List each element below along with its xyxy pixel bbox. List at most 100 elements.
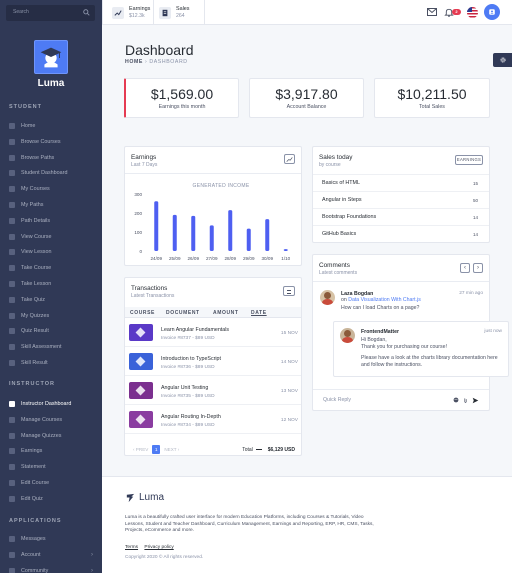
terms-link[interactable]: Terms (125, 545, 139, 550)
course-link[interactable]: Data Visualization With Chart.js (348, 297, 421, 303)
column-course[interactable]: COURSE (130, 310, 155, 316)
sidebar-item-label: Skill Result (21, 360, 48, 366)
list-item[interactable]: Bootstrap Foundations 14 (313, 208, 489, 225)
nav-item-icon (9, 170, 15, 177)
course-title[interactable]: Introduction to TypeScript (161, 356, 221, 362)
search-icon[interactable] (83, 9, 90, 16)
breadcrumb-home[interactable]: HOME (125, 59, 143, 65)
footer-description: Luma is a beautifully crafted user inter… (125, 515, 374, 534)
emoji-icon[interactable] (453, 397, 459, 403)
sidebar-item[interactable]: Path Details (9, 215, 97, 227)
chart-bar (191, 215, 196, 251)
comment-author[interactable]: FrontendMatter (361, 329, 400, 335)
kpi-account-balance: $3,917.80 Account Balance (249, 78, 364, 118)
earnings-button[interactable]: EARNINGS (455, 155, 483, 165)
sidebar-item[interactable]: Take Quiz (9, 294, 97, 306)
sidebar-item[interactable]: Community › (9, 565, 97, 573)
sidebar-item[interactable]: Take Course (9, 262, 97, 274)
sidebar-item[interactable]: Instructor Dashboard (9, 398, 97, 410)
avatar[interactable] (320, 290, 335, 305)
sidebar-item[interactable]: View Lesson (9, 246, 97, 258)
column-amount[interactable]: AMOUNT (213, 310, 239, 316)
sidebar-item[interactable]: View Course (9, 231, 97, 243)
menu-button[interactable] (283, 286, 295, 296)
mail-icon[interactable] (427, 8, 437, 17)
next-comment-button[interactable]: › (473, 263, 483, 273)
footer-brand[interactable]: Luma (125, 492, 164, 503)
settings-button[interactable] (493, 53, 512, 67)
chart-options-button[interactable] (284, 154, 295, 164)
table-row[interactable]: Introduction to TypeScript Invoice #8736 … (125, 347, 301, 376)
sidebar-item[interactable]: Quiz Result (9, 325, 97, 337)
comment-author[interactable]: Laza Bogdan (341, 291, 374, 297)
send-icon[interactable] (472, 397, 479, 404)
sidebar-item[interactable]: Edit Course (9, 477, 97, 489)
page-title: Dashboard (125, 42, 194, 58)
course-title[interactable]: Learn Angular Fundamentals (161, 327, 230, 333)
column-date[interactable]: DATE (251, 310, 267, 316)
privacy-link[interactable]: Privacy policy (144, 545, 174, 550)
kpi-label: Account Balance (286, 104, 327, 110)
sidebar-item[interactable]: Statement (9, 461, 97, 473)
sales-value: 264 (176, 13, 185, 19)
sidebar-item[interactable]: My Quizzes (9, 310, 97, 322)
card-subtitle: Latest Transactions (131, 293, 175, 299)
prev-comment-button[interactable]: ‹ (460, 263, 470, 273)
sidebar-item[interactable]: My Courses (9, 183, 97, 195)
sidebar-item[interactable]: Earnings (9, 445, 97, 457)
avatar[interactable] (340, 328, 355, 343)
course-thumbnail[interactable] (129, 324, 153, 341)
course-logo-icon (135, 385, 146, 396)
nav-item-icon (9, 233, 15, 240)
course-thumbnail[interactable] (129, 382, 153, 399)
quick-reply-input[interactable]: Quick Reply (323, 397, 351, 403)
page-button[interactable]: 1 (152, 445, 161, 454)
list-item[interactable]: GitHub Basics 14 (313, 225, 489, 242)
sidebar-item[interactable]: Manage Quizzes (9, 430, 97, 442)
kpi-value: $1,569.00 (150, 86, 214, 102)
course-thumbnail[interactable] (129, 353, 153, 370)
sales-stat[interactable]: Sales 264 (159, 4, 190, 21)
sidebar-item[interactable]: Manage Courses (9, 414, 97, 426)
sidebar-item[interactable]: My Paths (9, 199, 97, 211)
sidebar-item[interactable]: Take Lesson (9, 278, 97, 290)
column-document[interactable]: DOCUMENT (166, 310, 200, 316)
course-title[interactable]: Angular Unit Testing (161, 385, 209, 391)
footer-brand-name: Luma (139, 492, 165, 503)
sidebar-item[interactable]: Student Dashboard (9, 167, 97, 179)
earnings-stat[interactable]: Earnings $12.3k (112, 4, 150, 21)
sidebar-item[interactable]: Account › (9, 549, 97, 561)
sidebar-item[interactable]: Edit Quiz (9, 493, 97, 505)
table-row[interactable]: Learn Angular Fundamentals Invoice #8737 … (125, 318, 301, 347)
sidebar-item-label: Edit Course (21, 480, 50, 486)
sidebar-item[interactable]: Skill Result (9, 357, 97, 369)
sidebar-search[interactable]: Search (6, 5, 95, 21)
sidebar-item[interactable]: Browse Courses (9, 136, 97, 148)
list-item[interactable]: Angular in Steps 50 (313, 191, 489, 208)
y-tick-label: 0 (139, 249, 142, 254)
table-row[interactable]: Angular Routing In-Depth Invoice #8734 - … (125, 405, 301, 434)
sidebar-item[interactable]: Home (9, 120, 97, 132)
list-item[interactable]: Basics of HTML 15 (313, 174, 489, 191)
next-button[interactable]: NEXT › (164, 447, 180, 452)
course-name: Angular in Steps (322, 197, 362, 203)
footer: Luma Luma is a beautifully crafted user … (102, 476, 512, 573)
sidebar-item[interactable]: Skill Assessment (9, 341, 97, 353)
sales-label: Sales (176, 6, 190, 12)
sidebar-item[interactable]: Messages (9, 533, 97, 545)
course-title[interactable]: Angular Routing In-Depth (161, 414, 221, 420)
course-name: Bootstrap Foundations (322, 214, 377, 220)
topbar-divider (102, 0, 103, 25)
nav-item-icon (9, 186, 15, 193)
us-flag-icon[interactable] (467, 7, 478, 18)
x-tick-label: 29/09 (243, 256, 255, 261)
prev-button[interactable]: ‹ PREV (133, 447, 149, 452)
sidebar-item[interactable]: Browse Paths (9, 152, 97, 164)
table-row[interactable]: Angular Unit Testing Invoice #8735 - $89 … (125, 376, 301, 405)
bell-icon[interactable] (444, 8, 454, 17)
brand-logo[interactable] (34, 40, 68, 74)
user-avatar[interactable] (484, 4, 500, 20)
total-value: $6,129 USD (267, 447, 295, 453)
course-thumbnail[interactable] (129, 411, 153, 428)
attachment-icon[interactable] (463, 397, 468, 404)
